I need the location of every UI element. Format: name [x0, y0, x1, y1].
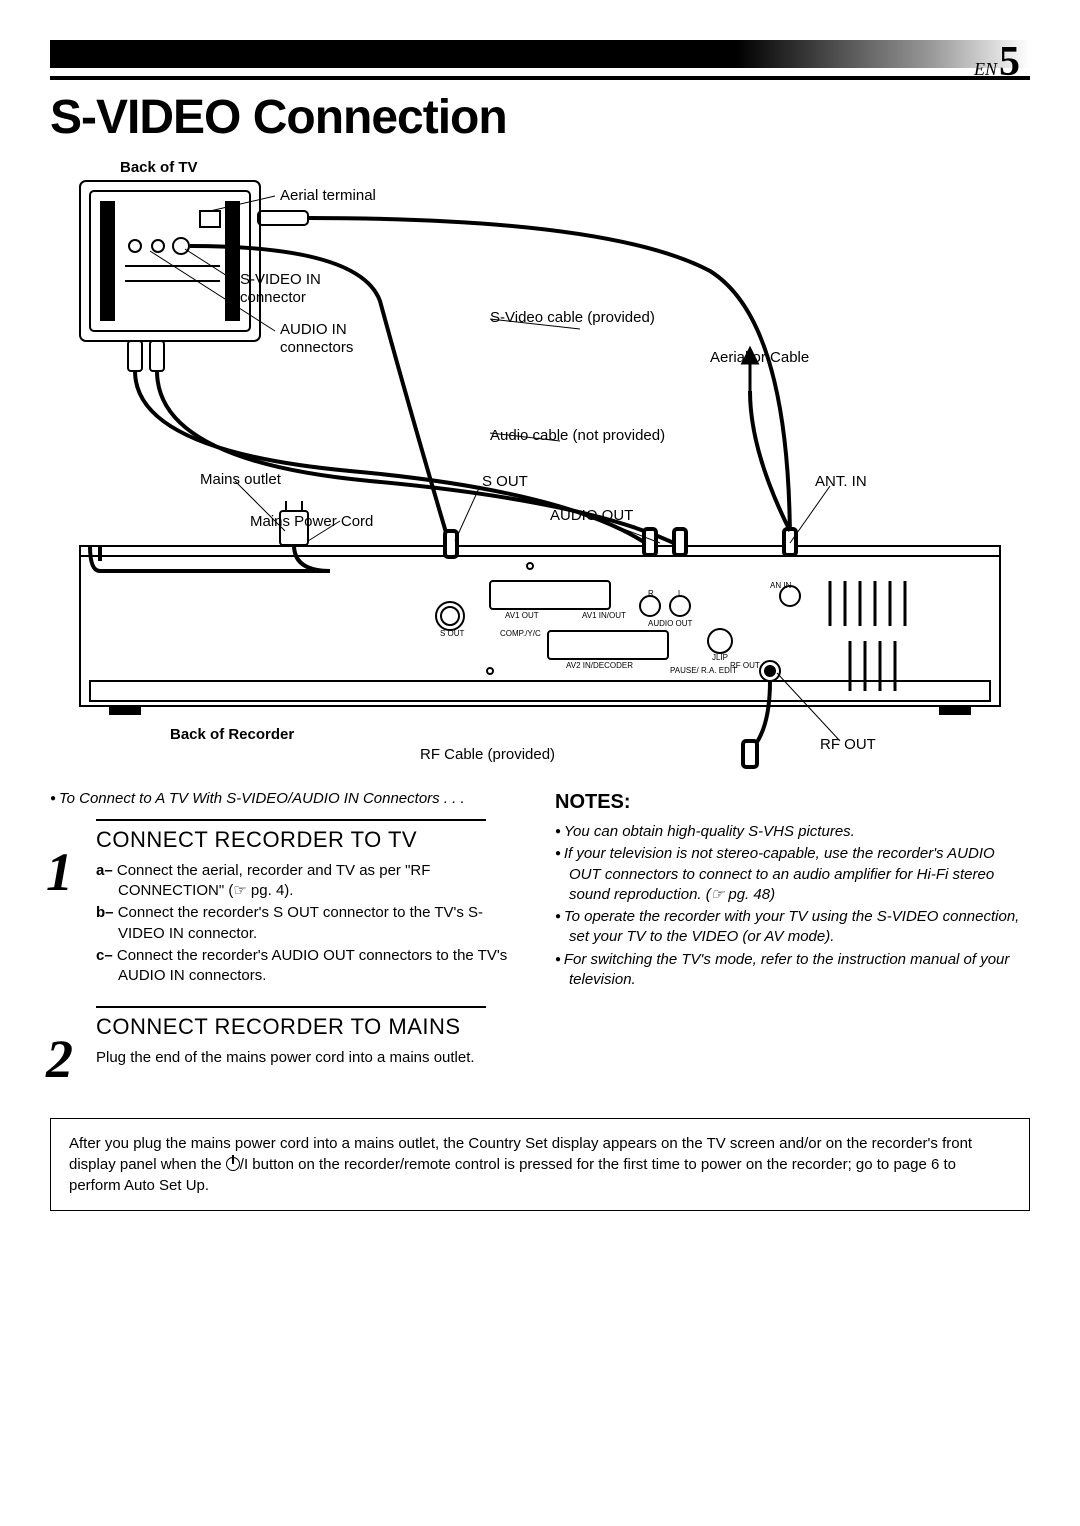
label-ant-in: ANT. IN	[815, 473, 867, 491]
substep-a: a– Connect the aerial, recorder and TV a…	[96, 861, 525, 902]
footer-note-box: After you plug the mains power cord into…	[50, 1118, 1030, 1211]
label-svideo-cable: S-Video cable (provided)	[490, 309, 655, 327]
step-2-title: CONNECT RECORDER TO MAINS	[96, 1012, 525, 1042]
step-2-number: 2	[46, 1032, 73, 1086]
tiny-r: R	[648, 589, 654, 599]
page-lang: EN	[974, 59, 997, 79]
tiny-audioout: AUDIO OUT	[648, 619, 692, 629]
tiny-jlip: JLIP	[712, 653, 728, 663]
step-1-rule	[96, 819, 486, 821]
note-1: You can obtain high-quality S-VHS pictur…	[555, 822, 1030, 842]
label-svideo-in: S-VIDEO IN connector	[240, 271, 340, 307]
label-rf-out: RF OUT	[820, 736, 876, 754]
diagram-svg	[50, 151, 1030, 771]
label-aerial-terminal: Aerial terminal	[280, 187, 376, 205]
page-num-digit: 5	[997, 39, 1020, 85]
step-2: 2 CONNECT RECORDER TO MAINS Plug the end…	[50, 1006, 525, 1068]
content-columns: To Connect to A TV With S-VIDEO/AUDIO IN…	[50, 789, 1030, 1088]
tiny-l: L	[678, 589, 682, 599]
tiny-compyc: COMP./Y/C	[500, 629, 541, 639]
tiny-av2: AV2 IN/DECODER	[566, 661, 633, 671]
label-back-of-tv: Back of TV	[120, 159, 198, 177]
notes-list: You can obtain high-quality S-VHS pictur…	[555, 822, 1030, 990]
step-1: 1 CONNECT RECORDER TO TV a– Connect the …	[50, 819, 525, 986]
substep-c: c– Connect the recorder's AUDIO OUT conn…	[96, 946, 525, 987]
label-mains-cord: Mains Power Cord	[250, 513, 373, 531]
step-1-number: 1	[46, 845, 73, 899]
notes-heading: NOTES:	[555, 789, 1030, 816]
label-audio-out: AUDIO OUT	[550, 507, 633, 525]
substep-b: b– Connect the recorder's S OUT connecto…	[96, 903, 525, 944]
tiny-anin: AN IN	[770, 581, 791, 591]
page-number: EN5	[974, 38, 1020, 86]
note-4: For switching the TV's mode, refer to th…	[555, 950, 1030, 991]
title-rule	[50, 76, 1030, 80]
left-column: To Connect to A TV With S-VIDEO/AUDIO IN…	[50, 789, 525, 1088]
substep-b-text: Connect the recorder's S OUT connector t…	[118, 904, 483, 941]
tiny-av1inout: AV1 IN/OUT	[582, 611, 626, 621]
label-mains-outlet: Mains outlet	[200, 471, 281, 489]
label-rf-cable: RF Cable (provided)	[420, 746, 555, 764]
lead-in-text: To Connect to A TV With S-VIDEO/AUDIO IN…	[50, 789, 525, 809]
label-audio-cable: Audio cable (not provided)	[490, 427, 665, 445]
step-1-title: CONNECT RECORDER TO TV	[96, 825, 525, 855]
right-column: NOTES: You can obtain high-quality S-VHS…	[555, 789, 1030, 1088]
label-audio-in: AUDIO IN connectors	[280, 321, 380, 357]
label-back-of-recorder: Back of Recorder	[170, 726, 294, 744]
substep-c-text: Connect the recorder's AUDIO OUT connect…	[117, 947, 507, 984]
lead-in-span: To Connect to A TV With S-VIDEO/AUDIO IN…	[59, 790, 465, 807]
connection-diagram: Back of TV Aerial terminal S-VIDEO IN co…	[50, 151, 1030, 771]
step-2-body: Plug the end of the mains power cord int…	[96, 1048, 525, 1068]
label-s-out: S OUT	[482, 473, 528, 491]
step-2-rule	[96, 1006, 486, 1008]
header-bar: EN5	[50, 40, 1030, 68]
note-3: To operate the recorder with your TV usi…	[555, 907, 1030, 948]
tiny-pause: PAUSE/ R.A. EDIT	[670, 667, 737, 675]
power-icon	[226, 1157, 240, 1171]
tiny-av1out: AV1 OUT	[505, 611, 539, 621]
substep-a-text: Connect the aerial, recorder and TV as p…	[117, 862, 431, 899]
page-title: S-VIDEO Connection	[50, 90, 1030, 145]
step-1-substeps: a– Connect the aerial, recorder and TV a…	[96, 861, 525, 987]
step-2-body-text: Plug the end of the mains power cord int…	[96, 1048, 525, 1068]
note-2: If your television is not stereo-capable…	[555, 844, 1030, 905]
label-aerial-cable: Aerial or Cable	[710, 349, 809, 367]
tiny-sout: S OUT	[440, 629, 464, 639]
